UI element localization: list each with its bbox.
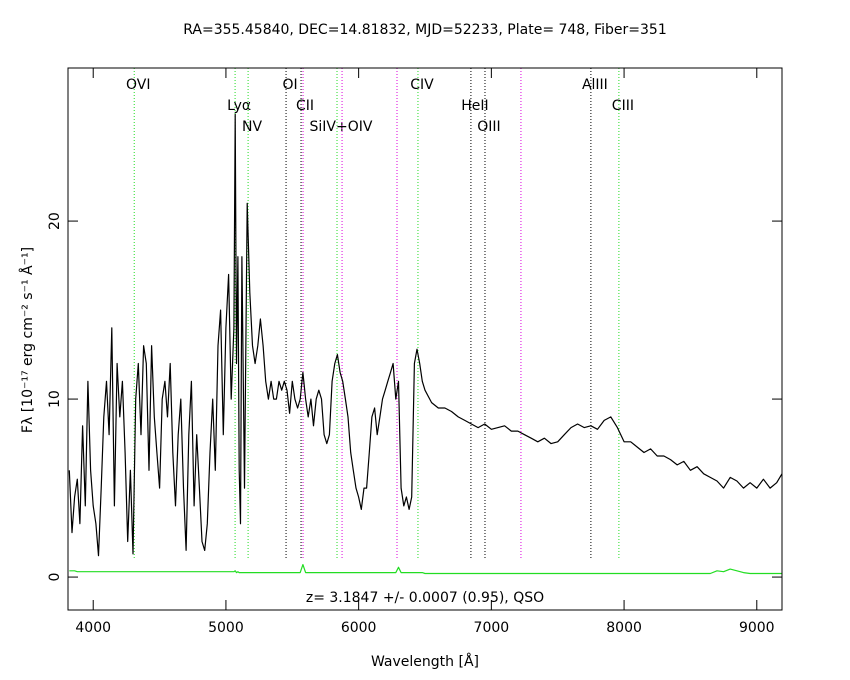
x-tick-label: 9000 — [739, 620, 775, 636]
line-label: HeII — [461, 98, 488, 114]
x-tick-label: 4000 — [75, 620, 111, 636]
y-axis-label: Fλ [10⁻¹⁷ erg cm⁻² s⁻¹ Å⁻¹] — [19, 247, 36, 433]
y-tick-label: 10 — [47, 390, 63, 408]
line-label: NV — [242, 119, 262, 135]
x-tick-label: 6000 — [341, 620, 377, 636]
spectrum-line — [69, 564, 782, 575]
plot-frame — [67, 67, 783, 611]
line-label: Lyα — [227, 98, 251, 114]
line-label: CIII — [612, 98, 634, 114]
line-label: OI — [282, 77, 297, 93]
y-tick-label: 0 — [47, 573, 63, 582]
line-label: OIII — [477, 119, 500, 135]
x-axis-label: Wavelength [Å] — [371, 653, 479, 670]
y-tick-label: 20 — [47, 212, 63, 230]
line-label: SiIV+OIV — [310, 119, 373, 135]
line-label: CIV — [410, 77, 434, 93]
chart-title: RA=355.45840, DEC=14.81832, MJD=52233, P… — [183, 22, 667, 38]
x-tick-label: 5000 — [208, 620, 244, 636]
x-tick-label: 7000 — [474, 620, 510, 636]
line-label: OVI — [126, 77, 150, 93]
annotation: z= 3.1847 +/- 0.0007 (0.95), QSO — [306, 590, 544, 606]
x-tick-label: 8000 — [606, 620, 642, 636]
line-label: AlIII — [582, 77, 608, 93]
spectrum-line — [68, 113, 783, 557]
line-label: CII — [296, 98, 314, 114]
